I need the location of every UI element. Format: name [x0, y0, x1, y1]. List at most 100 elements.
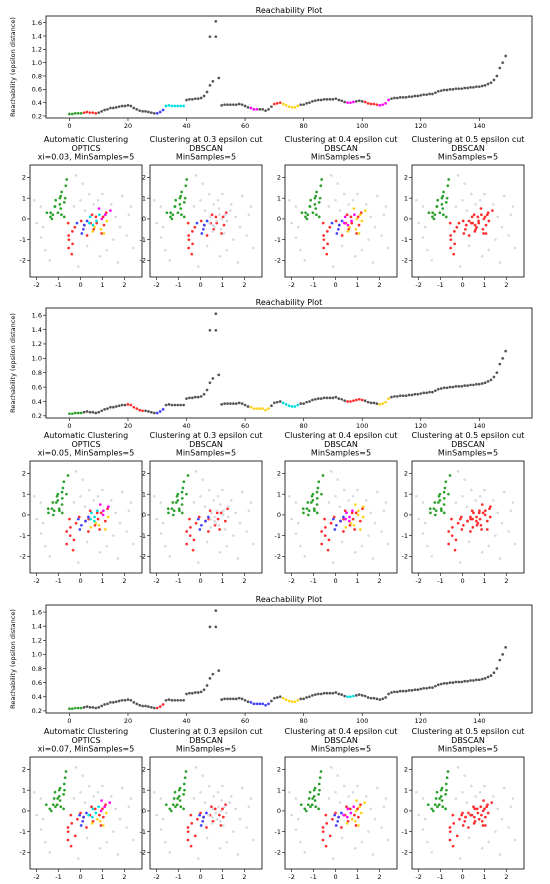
- noise-point: [380, 530, 383, 533]
- reachability-point: [129, 104, 133, 108]
- reachability-point: [504, 54, 508, 58]
- noise-point: [502, 490, 506, 494]
- cluster-point: [193, 834, 197, 838]
- reachability-point: [106, 407, 109, 411]
- cluster-point: [328, 834, 332, 838]
- cluster-point: [474, 227, 478, 231]
- noise-point: [159, 828, 163, 831]
- noise-point: [79, 790, 82, 794]
- noise-point: [507, 530, 510, 533]
- cluster-point: [335, 232, 339, 235]
- reachability-point: [284, 698, 288, 701]
- y-tick-label: 1: [142, 490, 146, 498]
- cluster-point: [89, 517, 92, 521]
- panel-title-line: DBSCAN: [189, 144, 223, 153]
- cluster-point: [49, 809, 53, 813]
- cluster-point: [79, 811, 82, 815]
- cluster-point: [98, 819, 102, 823]
- cluster-point: [337, 227, 340, 231]
- reachability-point: [393, 96, 396, 100]
- noise-point: [72, 501, 76, 504]
- cluster-point: [359, 811, 363, 815]
- reachability-point: [442, 88, 446, 92]
- y-tick-label: 2: [142, 470, 146, 478]
- noise-point: [356, 192, 359, 196]
- cluster-point: [207, 517, 210, 521]
- reachability-point: [413, 392, 417, 396]
- cluster-point: [207, 813, 210, 817]
- reachability-point: [152, 411, 156, 415]
- cluster-point: [97, 523, 101, 527]
- reachability-point: [258, 107, 262, 111]
- cluster-point: [475, 225, 478, 229]
- cluster-point: [185, 178, 189, 181]
- cluster-point: [85, 234, 89, 237]
- cluster-point: [56, 797, 60, 800]
- reachability-point: [275, 400, 279, 404]
- reachability-point: [150, 410, 153, 414]
- cluster-point: [84, 519, 87, 523]
- x-tick-label: 0: [67, 422, 71, 430]
- cluster-point: [311, 797, 315, 800]
- y-tick-label: 2: [404, 766, 408, 774]
- reachability-point: [158, 705, 162, 708]
- reachability-point: [366, 101, 370, 105]
- y-tick-label: 0.6: [32, 679, 42, 687]
- noise-point: [353, 550, 357, 554]
- noise-point: [491, 203, 495, 206]
- noise-point: [199, 790, 202, 794]
- cluster-point: [337, 223, 341, 227]
- noise-point: [454, 797, 458, 800]
- reachability-point: [287, 105, 291, 109]
- noise-point: [251, 542, 255, 546]
- noise-point: [216, 198, 220, 202]
- noise-point: [334, 790, 337, 794]
- cluster-point: [305, 507, 309, 511]
- reachability-point: [129, 698, 133, 702]
- reachability-point: [281, 102, 285, 106]
- reachability-point: [179, 403, 183, 407]
- reachability-point: [436, 387, 440, 391]
- y-tick-label: -1: [140, 532, 146, 540]
- noise-point: [469, 784, 473, 788]
- x-tick-label: 1: [100, 577, 104, 585]
- reachability-point: [208, 35, 212, 39]
- reachability-point: [457, 385, 461, 388]
- noise-point: [232, 534, 235, 537]
- cluster-point: [189, 844, 193, 848]
- cluster-point: [444, 792, 447, 796]
- cluster-point: [487, 219, 491, 223]
- cluster-point: [65, 542, 69, 546]
- cluster-point: [448, 830, 452, 834]
- cluster-point: [486, 811, 490, 815]
- reachability-point: [319, 98, 323, 102]
- reachability-point: [255, 107, 259, 111]
- cluster-point: [312, 788, 316, 792]
- cluster-point: [99, 511, 103, 515]
- cluster-point: [477, 221, 481, 225]
- x-tick-label: -2: [33, 873, 39, 881]
- noise-point: [153, 494, 156, 498]
- y-tick-label: 0.8: [32, 665, 42, 673]
- reachability-point: [126, 103, 130, 107]
- cluster-point: [319, 184, 323, 188]
- cluster-point: [78, 813, 81, 817]
- cluster-point: [466, 519, 469, 523]
- cluster-point: [350, 221, 354, 225]
- cluster-point: [176, 211, 180, 215]
- noise-point: [236, 853, 240, 856]
- reachability-point: [445, 386, 449, 390]
- cluster-point: [457, 221, 461, 225]
- cluster-point: [467, 826, 470, 829]
- y-tick-label: 0: [22, 215, 26, 223]
- cluster-point: [66, 474, 70, 477]
- x-tick-label: -2: [288, 281, 294, 289]
- cluster-point: [343, 215, 347, 219]
- cluster-point: [62, 215, 66, 219]
- cluster-point: [322, 238, 326, 242]
- cluster-point: [85, 811, 88, 815]
- reachability-point: [316, 692, 320, 696]
- cluster-point: [218, 503, 222, 506]
- reachability-point: [214, 328, 218, 332]
